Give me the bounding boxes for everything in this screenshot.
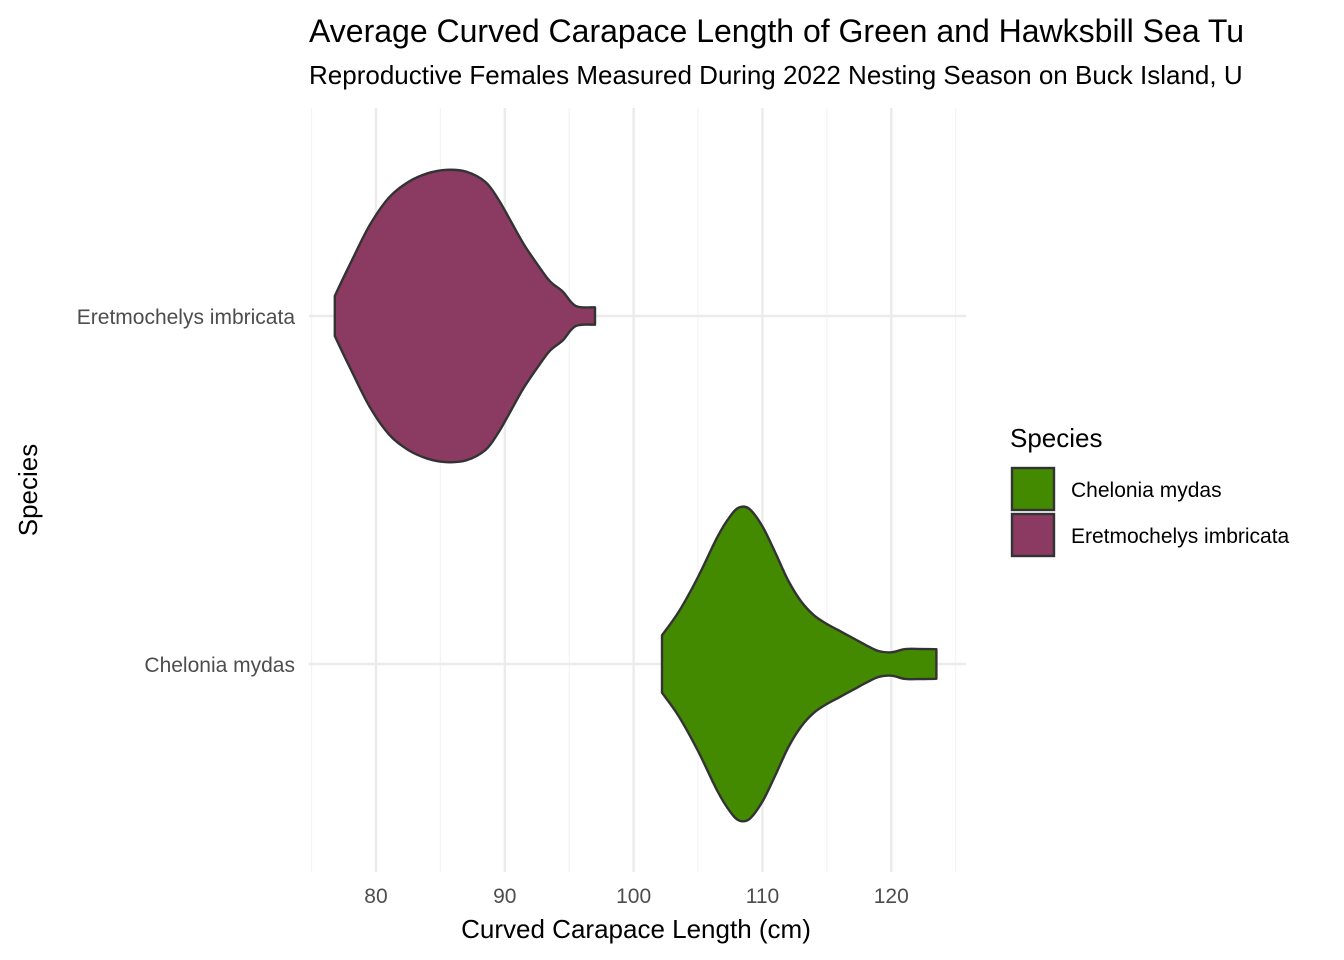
legend-title: Species <box>1010 423 1103 453</box>
x-axis-title: Curved Carapace Length (cm) <box>461 914 811 944</box>
axis-ticks: 80 90 100 110 120 Chelonia mydas Eretmochelys … <box>77 306 909 908</box>
legend-label: Eretmochelys imbricata <box>1071 525 1290 548</box>
x-tick-label: 110 <box>746 885 779 908</box>
chart-title: Average Curved Carapace Length of Green … <box>309 13 1244 49</box>
legend: Species Chelonia mydas Eretmochelys imbri… <box>1010 423 1290 558</box>
violins <box>333 168 938 823</box>
y-tick-label: Chelonia mydas <box>144 654 295 677</box>
violin-chelonia-mydas <box>660 505 938 823</box>
x-tick-label: 80 <box>364 885 387 908</box>
violin-eretmochelys-imbricata <box>333 168 597 464</box>
x-tick-label: 90 <box>493 885 516 908</box>
x-tick-label: 100 <box>616 885 651 908</box>
legend-label: Chelonia mydas <box>1071 479 1222 502</box>
y-tick-label: Eretmochelys imbricata <box>77 306 296 329</box>
legend-entries: Chelonia mydas Eretmochelys imbricata <box>1010 466 1290 558</box>
x-tick-label: 120 <box>874 885 909 908</box>
legend-swatch <box>1010 512 1056 558</box>
legend-swatch <box>1010 466 1056 512</box>
chart-subtitle: Reproductive Females Measured During 202… <box>309 60 1243 90</box>
y-axis-title: Species <box>13 444 43 537</box>
